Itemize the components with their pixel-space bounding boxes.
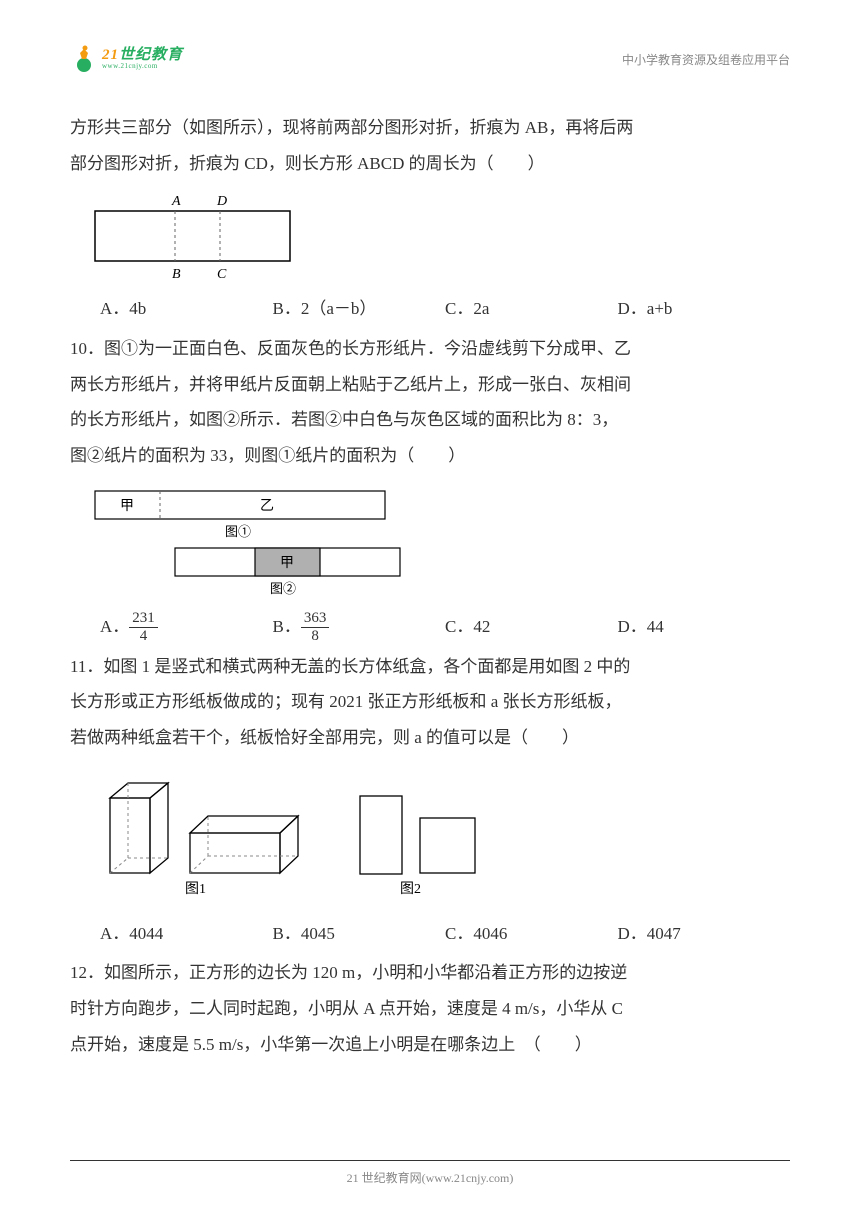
- page-header: 21世纪教育 www.21cnjy.com 中小学教育资源及组卷应用平台: [70, 45, 790, 73]
- q11-options: A．4044 B．4045 C．4046 D．4047: [100, 916, 790, 952]
- q11-opt-b: B．4045: [273, 916, 446, 952]
- q11-opt-a: A．4044: [100, 916, 273, 952]
- page-content: 方形共三部分（如图所示），现将前两部分图形对折，折痕为 AB，再将后两 部分图形…: [70, 110, 790, 1062]
- q10-line2: 两长方形纸片，并将甲纸片反面朝上粘贴于乙纸片上，形成一张白、灰相间: [70, 367, 790, 403]
- label-B: B: [172, 267, 181, 282]
- label-C: C: [217, 267, 227, 282]
- label-jia-1: 甲: [120, 499, 134, 514]
- q10-a-prefix: A．: [100, 617, 129, 636]
- q9-options: A．4b B．2（a－b） C．2a D．a+b: [100, 291, 790, 327]
- label-yi: 乙: [260, 498, 274, 514]
- rect-panel-icon: [360, 796, 402, 874]
- q10-opt-a: A．2314: [100, 609, 273, 645]
- logo-url: www.21cnjy.com: [102, 63, 183, 70]
- q10-options: A．2314 B．3638 C．42 D．44: [100, 609, 790, 645]
- q12-line1: 12．如图所示，正方形的边长为 120 m，小明和小华都沿着正方形的边按逆: [70, 955, 790, 991]
- q9-diagram: A D B C: [90, 193, 790, 283]
- q10-line3: 的长方形纸片，如图②所示．若图②中白色与灰色区域的面积比为 8：3，: [70, 402, 790, 438]
- q9-opt-c: C．2a: [445, 291, 618, 327]
- q12-line3: 点开始，速度是 5.5 m/s，小华第一次追上小明是在哪条边上 （ ）: [70, 1027, 790, 1063]
- q11-opt-d: D．4047: [618, 916, 791, 952]
- logo-21: 21: [102, 47, 119, 63]
- vertical-box-icon: [110, 783, 168, 873]
- q9-opt-a: A．4b: [100, 291, 273, 327]
- label-fig2: 图②: [270, 581, 296, 596]
- q10-opt-c: C．42: [445, 609, 618, 645]
- label-fig2: 图2: [400, 882, 421, 897]
- q12-line2: 时针方向跑步，二人同时起跑，小明从 A 点开始，速度是 4 m/s，小华从 C: [70, 991, 790, 1027]
- label-A: A: [171, 194, 181, 209]
- footer-text: 21 世纪教育网(www.21cnjy.com): [0, 1169, 860, 1186]
- square-panel-icon: [420, 818, 475, 873]
- q10-opt-d: D．44: [618, 609, 791, 645]
- fraction-icon: 3638: [301, 611, 330, 644]
- q10-opt-b: B．3638: [273, 609, 446, 645]
- logo-century: 世纪教育: [119, 47, 183, 63]
- label-fig1: 图①: [225, 524, 251, 539]
- q9-line1: 方形共三部分（如图所示），现将前两部分图形对折，折痕为 AB，再将后两: [70, 110, 790, 146]
- label-fig1: 图1: [185, 882, 206, 897]
- logo: 21世纪教育 www.21cnjy.com: [70, 45, 183, 73]
- header-right-text: 中小学教育资源及组卷应用平台: [622, 51, 790, 68]
- label-D: D: [216, 194, 227, 209]
- q10-diagram: 甲 乙 图① 甲 图②: [90, 486, 790, 601]
- q11-line1: 11．如图 1 是竖式和横式两种无盖的长方体纸盒，各个面都是用如图 2 中的: [70, 649, 790, 685]
- q11-diagram: 图1 图2: [90, 768, 790, 908]
- horizontal-box-icon: [190, 816, 298, 873]
- logo-runner-icon: [70, 45, 98, 73]
- q10-line4: 图②纸片的面积为 33，则图①纸片的面积为（ ）: [70, 438, 790, 474]
- q11-line2: 长方形或正方形纸板做成的；现有 2021 张正方形纸板和 a 张长方形纸板，: [70, 684, 790, 720]
- label-jia-2: 甲: [280, 556, 294, 571]
- q9-opt-b: B．2（a－b）: [273, 291, 446, 327]
- q11-opt-c: C．4046: [445, 916, 618, 952]
- q10-line1: 10．图①为一正面白色、反面灰色的长方形纸片．今沿虚线剪下分成甲、乙: [70, 331, 790, 367]
- q9-line2: 部分图形对折，折痕为 CD，则长方形 ABCD 的周长为（ ）: [70, 146, 790, 182]
- footer-divider: [70, 1160, 790, 1161]
- q10-b-prefix: B．: [273, 617, 301, 636]
- logo-text: 21世纪教育 www.21cnjy.com: [102, 48, 183, 70]
- q9-opt-d: D．a+b: [618, 291, 791, 327]
- fraction-icon: 2314: [129, 611, 158, 644]
- q11-line3: 若做两种纸盒若干个，纸板恰好全部用完，则 a 的值可以是（ ）: [70, 720, 790, 756]
